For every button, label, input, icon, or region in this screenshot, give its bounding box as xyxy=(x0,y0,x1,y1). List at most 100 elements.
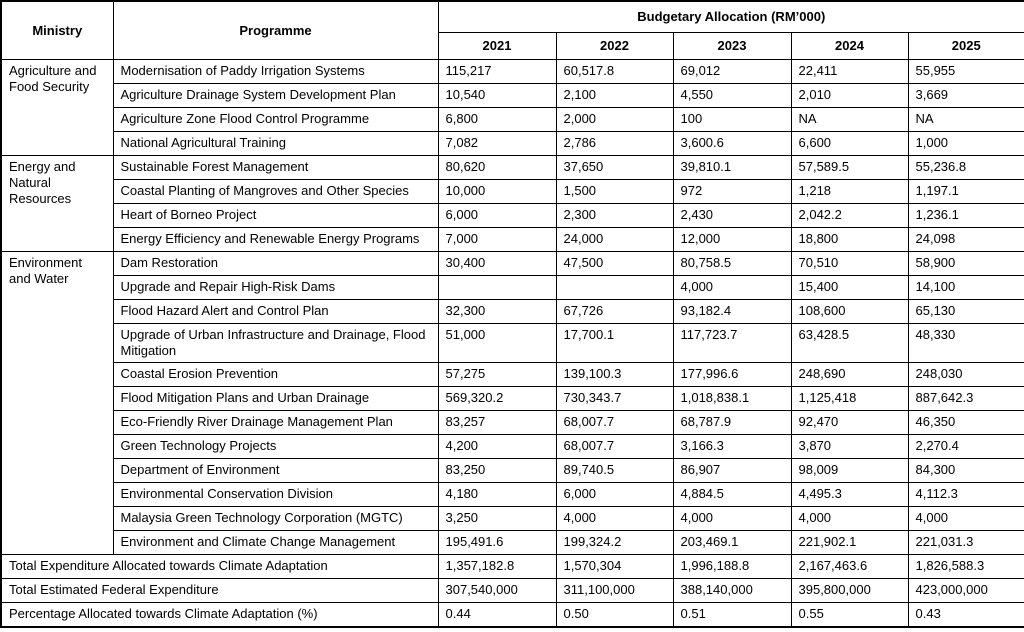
table-row: Flood Mitigation Plans and Urban Drainag… xyxy=(1,386,1024,411)
value-cell: 1,500 xyxy=(555,179,674,204)
value-cell: 1,000 xyxy=(907,131,1024,156)
value-cell: 195,491.6 xyxy=(437,530,557,555)
value-cell: 3,250 xyxy=(437,506,557,531)
value-cell: 37,650 xyxy=(555,155,674,180)
value-cell: 89,740.5 xyxy=(555,458,674,483)
header-row-top: Ministry Programme Budgetary Allocation … xyxy=(0,0,1024,60)
table-body: Agriculture and Food Security Modernisati… xyxy=(0,59,1024,628)
programme-cell: Agriculture Zone Flood Control Programme xyxy=(112,107,439,132)
value-cell: 1,236.1 xyxy=(907,203,1024,228)
programme-cell: Coastal Planting of Mangroves and Other … xyxy=(112,179,439,204)
programme-cell: Energy Efficiency and Renewable Energy P… xyxy=(112,227,439,252)
table-row: Agriculture Drainage System Development … xyxy=(1,83,1024,108)
value-cell: 139,100.3 xyxy=(555,362,674,387)
value-cell: 24,098 xyxy=(907,227,1024,252)
programme-cell: Green Technology Projects xyxy=(112,434,439,459)
col-header-year-2022: 2022 xyxy=(555,32,674,60)
value-cell: 4,180 xyxy=(437,482,557,507)
value-cell: 83,250 xyxy=(437,458,557,483)
value-cell: 30,400 xyxy=(437,251,557,276)
value-cell: 4,495.3 xyxy=(790,482,909,507)
value-cell: 2,430 xyxy=(672,203,792,228)
table-row: Eco-Friendly River Drainage Management P… xyxy=(1,410,1024,435)
value-cell: 17,700.1 xyxy=(555,323,674,363)
value-cell: 3,669 xyxy=(907,83,1024,108)
table-header: Ministry Programme Budgetary Allocation … xyxy=(0,0,1024,60)
programme-cell: Department of Environment xyxy=(112,458,439,483)
summary-value-cell: 0.44 xyxy=(437,602,557,628)
value-cell: 57,589.5 xyxy=(790,155,909,180)
summary-label-cell: Total Expenditure Allocated towards Clim… xyxy=(0,554,439,579)
table-row: Agriculture Zone Flood Control Programme… xyxy=(1,107,1024,132)
programme-cell: Environment and Climate Change Managemen… xyxy=(112,530,439,555)
value-cell: 2,270.4 xyxy=(907,434,1024,459)
value-cell: 48,330 xyxy=(907,323,1024,363)
table-row: Department of Environment 83,250 89,740.5 8… xyxy=(1,458,1024,483)
summary-value-cell: 395,800,000 xyxy=(790,578,909,603)
value-cell: 70,510 xyxy=(790,251,909,276)
value-cell: 12,000 xyxy=(672,227,792,252)
value-cell: 3,870 xyxy=(790,434,909,459)
value-cell: 199,324.2 xyxy=(555,530,674,555)
ministry-cell: Environment and Water xyxy=(0,251,114,555)
value-cell: 115,217 xyxy=(437,59,557,84)
value-cell: 1,197.1 xyxy=(907,179,1024,204)
value-cell: 10,000 xyxy=(437,179,557,204)
value-cell: 972 xyxy=(672,179,792,204)
value-cell: 22,411 xyxy=(790,59,909,84)
programme-cell: Coastal Erosion Prevention xyxy=(112,362,439,387)
value-cell: 7,082 xyxy=(437,131,557,156)
value-cell: NA xyxy=(790,107,909,132)
value-cell: 80,758.5 xyxy=(672,251,792,276)
value-cell: 4,000 xyxy=(672,506,792,531)
table-row: Malaysia Green Technology Corporation (M… xyxy=(1,506,1024,531)
summary-row: Total Expenditure Allocated towards Clim… xyxy=(0,554,1024,579)
ministry-cell: Agriculture and Food Security xyxy=(0,59,114,156)
value-cell: 39,810.1 xyxy=(672,155,792,180)
summary-value-cell: 1,357,182.8 xyxy=(437,554,557,579)
value-cell: 58,900 xyxy=(907,251,1024,276)
summary-value-cell: 0.50 xyxy=(555,602,674,628)
table-row: Flood Hazard Alert and Control Plan 32,30… xyxy=(1,299,1024,324)
ministry-cell: Energy and Natural Resources xyxy=(0,155,114,252)
value-cell: 84,300 xyxy=(907,458,1024,483)
value-cell: 221,031.3 xyxy=(907,530,1024,555)
value-cell: 4,000 xyxy=(672,275,792,300)
table-row: Environmental Conservation Division 4,180… xyxy=(1,482,1024,507)
table-row: Coastal Planting of Mangroves and Other … xyxy=(1,179,1024,204)
value-cell: 6,600 xyxy=(790,131,909,156)
value-cell: 68,787.9 xyxy=(672,410,792,435)
programme-cell: Upgrade of Urban Infrastructure and Drai… xyxy=(112,323,439,363)
value-cell: 4,200 xyxy=(437,434,557,459)
summary-value-cell: 0.51 xyxy=(672,602,792,628)
summary-value-cell: 0.55 xyxy=(790,602,909,628)
value-cell: 4,112.3 xyxy=(907,482,1024,507)
value-cell: 65,130 xyxy=(907,299,1024,324)
table-row: Heart of Borneo Project 6,000 2,300 2,430 2,… xyxy=(1,203,1024,228)
col-header-year-2021: 2021 xyxy=(437,32,557,60)
value-cell: 47,500 xyxy=(555,251,674,276)
value-cell: 6,000 xyxy=(555,482,674,507)
value-cell: 55,955 xyxy=(907,59,1024,84)
value-cell: 4,000 xyxy=(555,506,674,531)
programme-cell: Eco-Friendly River Drainage Management P… xyxy=(112,410,439,435)
col-header-ministry: Ministry xyxy=(0,0,114,60)
summary-row: Total Estimated Federal Expenditure 307,5… xyxy=(0,578,1024,603)
value-cell: 60,517.8 xyxy=(555,59,674,84)
summary-value-cell: 1,826,588.3 xyxy=(907,554,1024,579)
summary-value-cell: 388,140,000 xyxy=(672,578,792,603)
value-cell: 117,723.7 xyxy=(672,323,792,363)
value-cell: 80,620 xyxy=(437,155,557,180)
summary-label-cell: Total Estimated Federal Expenditure xyxy=(0,578,439,603)
summary-value-cell: 423,000,000 xyxy=(907,578,1024,603)
col-header-year-2024: 2024 xyxy=(790,32,909,60)
value-cell: 221,902.1 xyxy=(790,530,909,555)
summary-value-cell: 311,100,000 xyxy=(555,578,674,603)
value-cell: 108,600 xyxy=(790,299,909,324)
header-row-years: 2021 2022 2023 2024 2025 xyxy=(1,32,1024,60)
summary-value-cell: 1,570,304 xyxy=(555,554,674,579)
value-cell: 14,100 xyxy=(907,275,1024,300)
programme-cell: Modernisation of Paddy Irrigation System… xyxy=(112,59,439,84)
value-cell: 248,030 xyxy=(907,362,1024,387)
